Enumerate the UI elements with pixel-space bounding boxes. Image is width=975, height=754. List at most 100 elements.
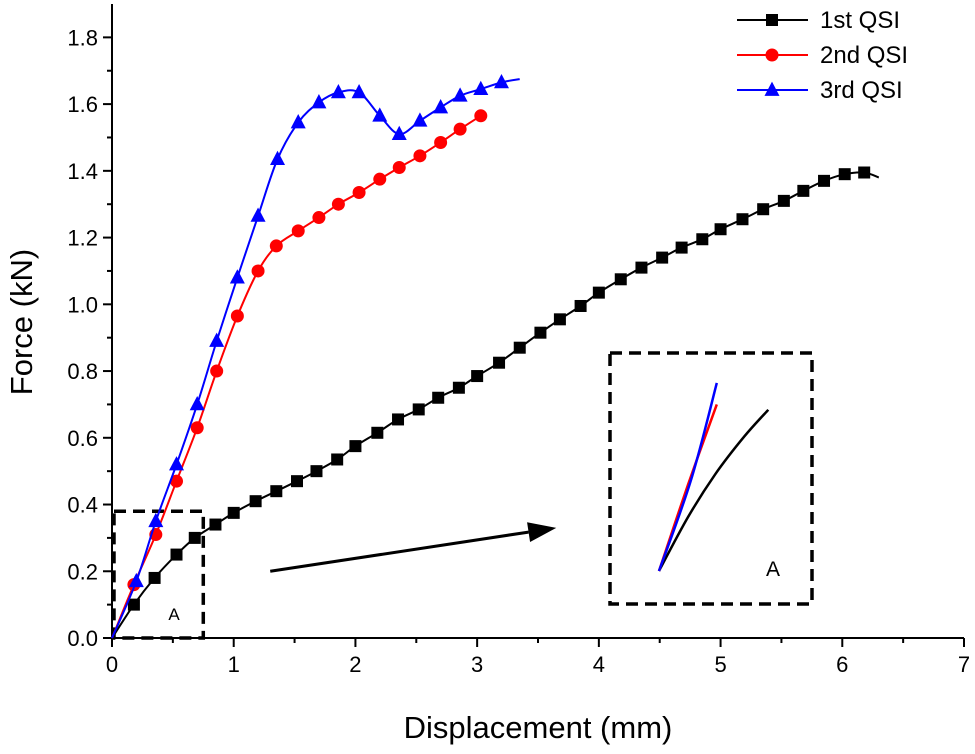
y-tick-label: 1.6 [67,92,98,117]
data-point [312,211,326,225]
region-a-label: A [168,605,180,624]
data-point [413,149,427,163]
data-point [169,456,185,471]
data-point [229,269,245,284]
data-point [209,332,225,347]
data-point [331,197,345,211]
data-point [249,495,262,508]
legend-item-1st-qsi: 1st QSI [737,7,900,34]
legend-label: 1st QSI [820,7,900,34]
inset-a: A [608,351,814,606]
legend-item-3rd-qsi: 3rd QSI [737,77,903,104]
data-point [352,186,366,200]
data-point [452,87,468,102]
data-point [330,84,346,99]
data-point [453,122,467,136]
data-point [471,370,484,383]
data-point [434,135,448,149]
data-point [635,261,648,274]
zoom-arrow-shaft [270,530,529,573]
data-point [251,264,265,278]
data-point [433,99,449,114]
y-tick-label: 0.4 [67,493,98,518]
inset-label: A [766,558,780,581]
data-point [331,453,344,466]
legend-label: 3rd QSI [820,77,903,104]
data-point [777,194,790,207]
data-point [269,239,283,253]
data-point [189,396,205,411]
data-point [227,506,240,519]
data-point [148,571,161,584]
data-point [373,172,387,186]
y-tick-label: 1.4 [67,159,98,184]
data-point [675,241,688,254]
y-tick-label: 0.6 [67,426,98,451]
x-tick-label: 6 [836,652,848,677]
data-point [513,341,526,354]
data-point [592,286,605,299]
legend-label: 2nd QSI [820,42,908,69]
data-point [474,109,488,123]
legend-marker [765,48,779,62]
series-line [111,114,482,639]
legend-item-2nd-qsi: 2nd QSI [737,42,908,69]
data-point [493,74,509,89]
data-point [412,112,428,127]
data-point [412,403,425,416]
data-point [714,223,727,236]
data-point [270,485,283,498]
x-tick-label: 1 [228,652,240,677]
x-tick-label: 2 [349,652,361,677]
series-1st-qsi [111,166,880,639]
data-point [392,161,406,175]
data-point [188,531,201,544]
data-point [170,474,184,488]
x-tick-label: 4 [593,652,605,677]
zoom-arrow-head [527,522,557,542]
inset-border [608,351,814,606]
series [111,74,880,639]
y-tick-label: 0.2 [67,559,98,584]
data-point [190,421,204,435]
inset-line [657,408,770,572]
data-point [534,326,547,339]
data-point [473,80,489,95]
data-point [452,381,465,394]
data-point [127,598,140,611]
data-point [432,391,445,404]
x-tick-label: 0 [106,652,118,677]
data-point [553,313,566,326]
data-point [311,94,327,109]
y-axis-title: Force (kN) [4,249,39,395]
x-tick-label: 5 [714,652,726,677]
data-point [858,166,871,179]
inset-line [657,382,719,572]
data-point [351,84,367,99]
data-point [696,233,709,246]
data-point [391,125,407,141]
legend-marker [764,81,780,96]
y-tick-label: 1.2 [67,226,98,251]
data-point [838,168,851,181]
data-point [270,150,286,166]
y-tick-label: 0.0 [67,626,98,651]
legend: 1st QSI 2nd QSI 3rd QSI [737,7,908,104]
data-point [493,356,506,369]
data-point [230,309,244,323]
data-point [209,518,222,531]
data-point [372,107,388,122]
axes: 0 1 2 3 4 5 6 7 0.0 0.2 0.4 0.6 0.8 1.0 1.2 1.4 1.6 1.8 [67,4,970,677]
data-point [290,114,306,129]
data-point [210,364,224,378]
data-point [349,440,362,453]
annotations: A [112,509,557,640]
data-point [250,207,266,222]
series-2nd-qsi [111,109,488,639]
legend-marker [766,14,778,26]
data-point [574,299,587,312]
data-point [310,465,323,478]
data-point [736,213,749,226]
data-point [148,512,164,528]
